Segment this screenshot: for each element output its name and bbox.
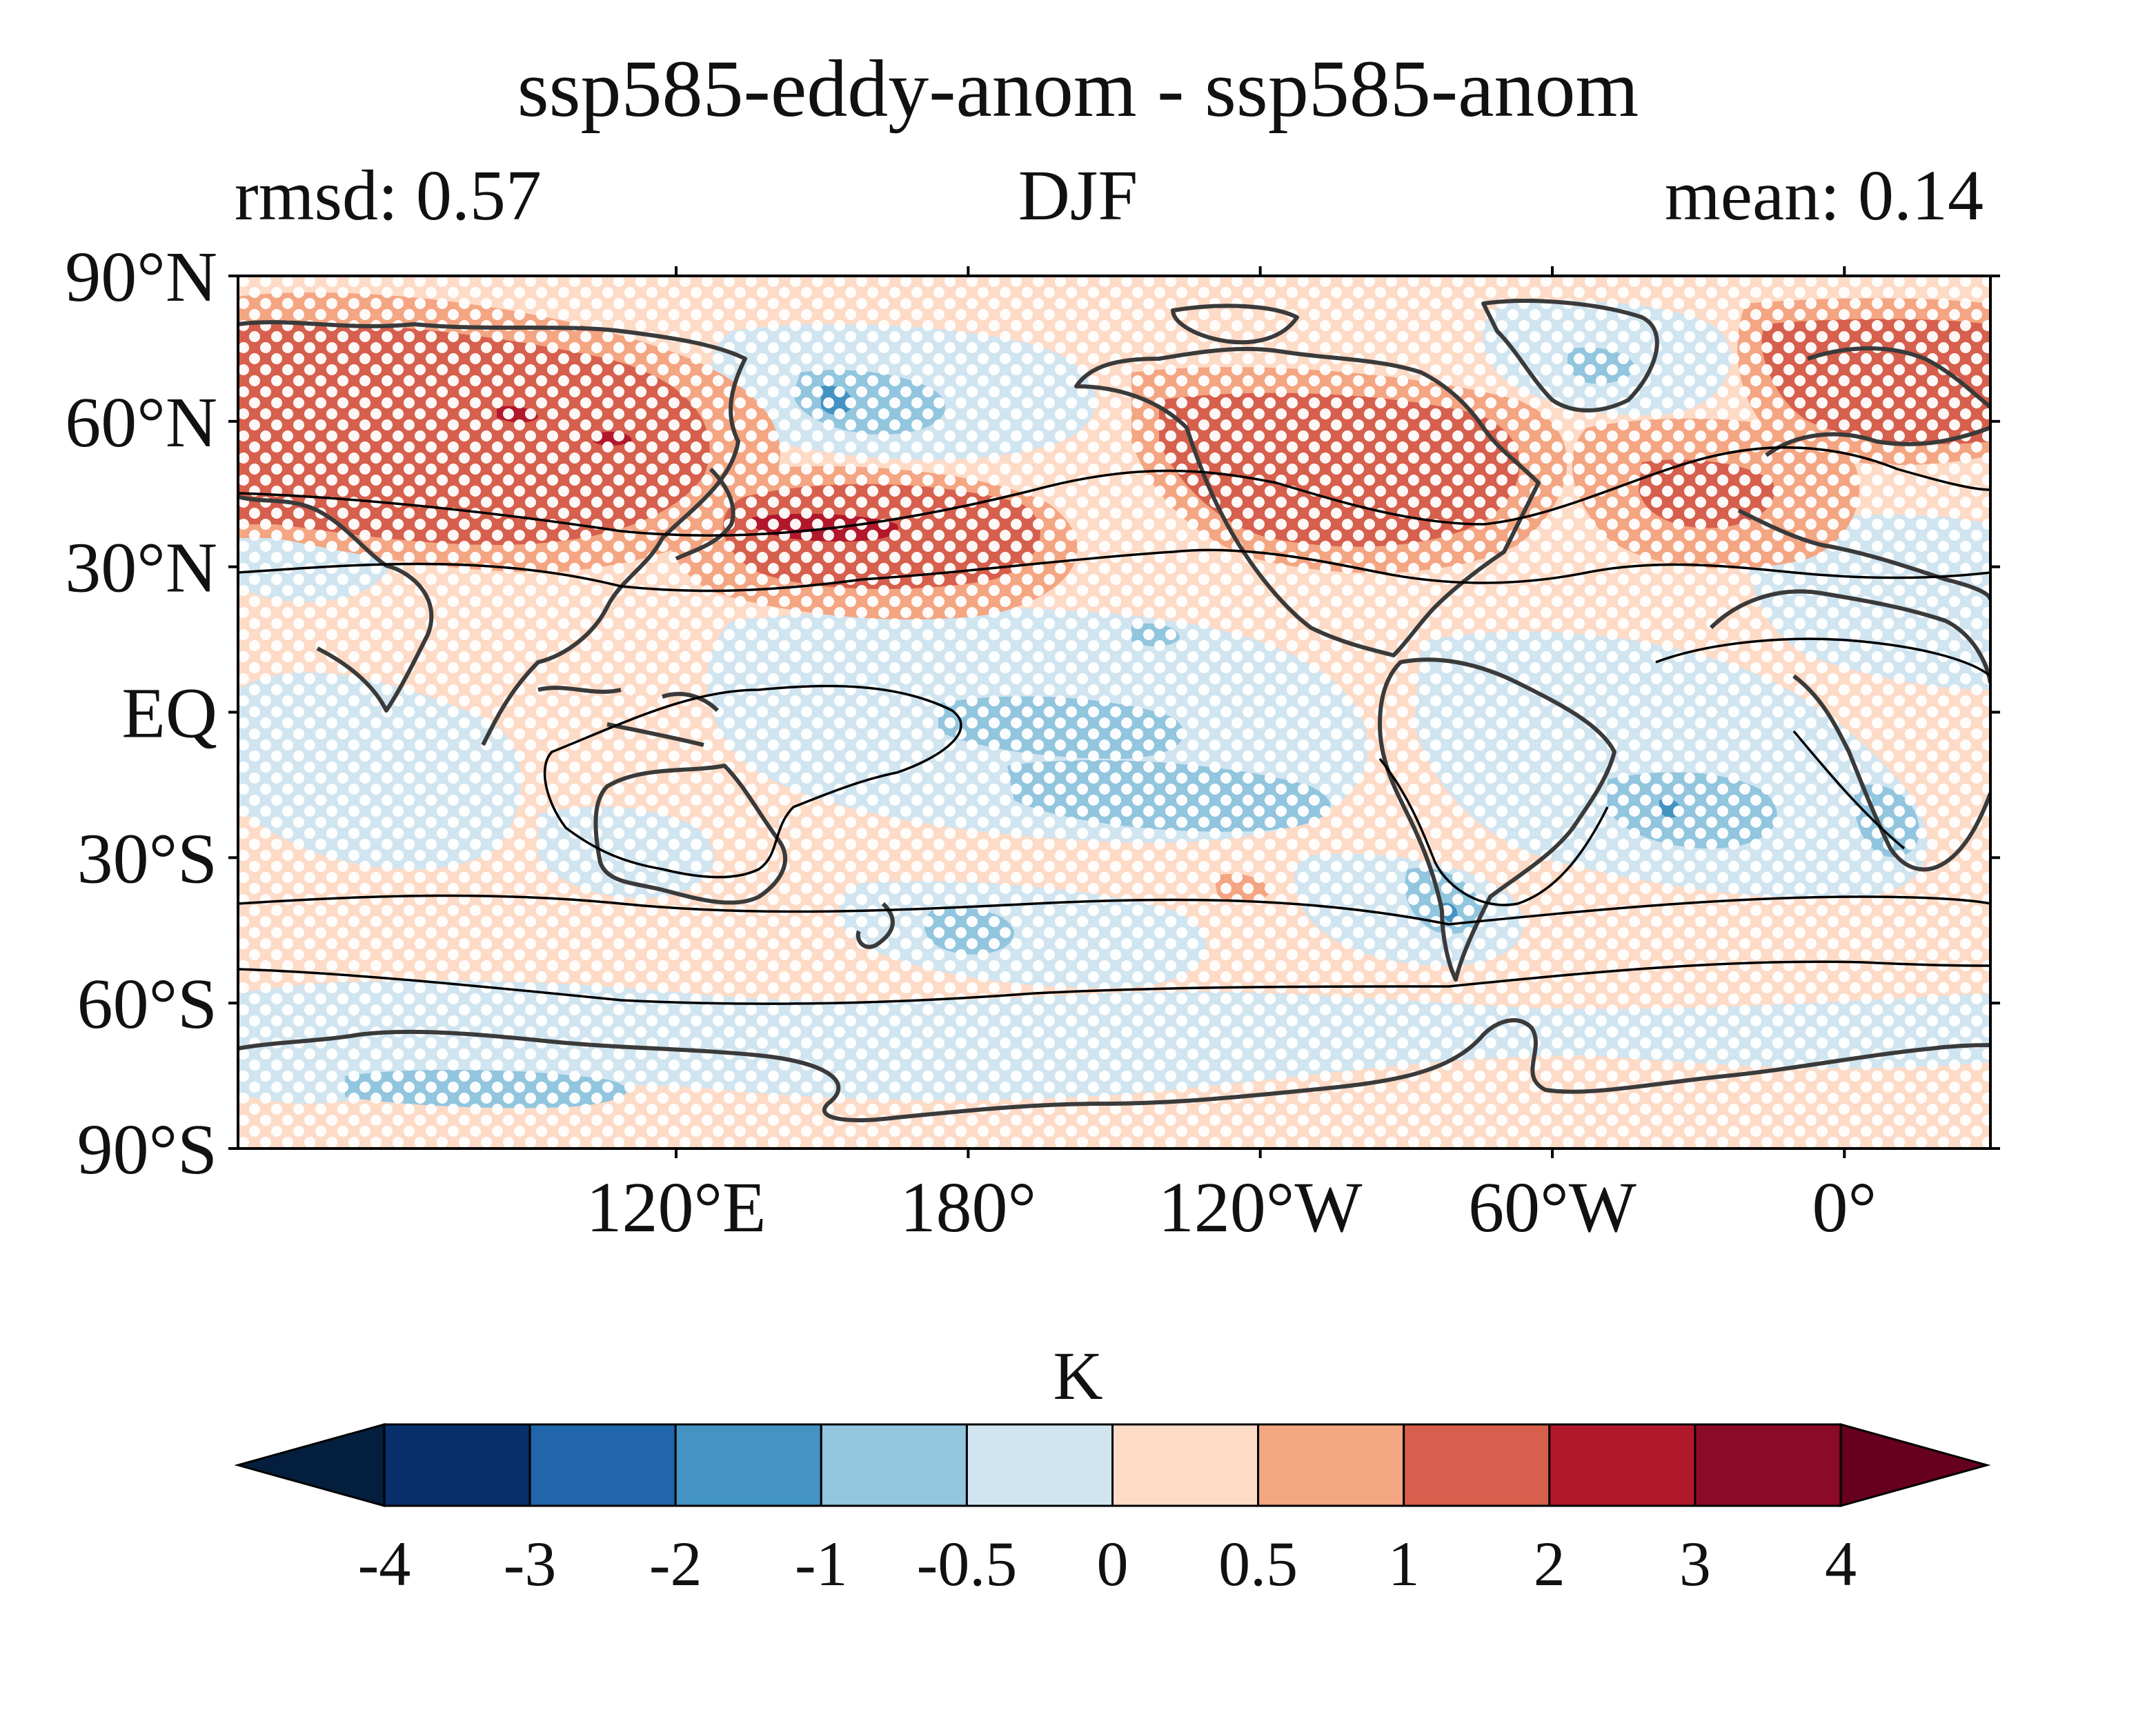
coastlines — [238, 299, 1990, 1122]
colorbar-bin — [1548, 1423, 1697, 1507]
colorbar-extend-low — [234, 1423, 386, 1507]
lon-tick-label: 0° — [1812, 1168, 1877, 1247]
lat-tick-label: 30°N — [65, 528, 217, 608]
latitude-axis: 90°N 60°N 30°N EQ 30°S 60°S 90°S — [65, 237, 2000, 1189]
season-label: DJF — [1018, 156, 1138, 235]
colorbar-tick-label: 2 — [1534, 1529, 1565, 1599]
colorbar-tick-label: -0.5 — [917, 1529, 1018, 1599]
colorbar-bin — [820, 1423, 968, 1507]
colorbar-tick-label: 1 — [1388, 1529, 1420, 1599]
colorbar-tick-label: 4 — [1825, 1529, 1857, 1599]
lon-tick-label: 180° — [900, 1168, 1037, 1247]
colorbar-bin — [383, 1423, 531, 1507]
colorbar-tick-label: 0 — [1097, 1529, 1129, 1599]
lat-tick-label: 60°N — [65, 383, 217, 462]
colorbar-bin — [1257, 1423, 1405, 1507]
lat-tick-label: 90°S — [77, 1110, 217, 1189]
colorbar-bin — [965, 1423, 1114, 1507]
mean-label: mean: 0.14 — [1664, 156, 1984, 235]
colorbar-tick-label: -4 — [358, 1529, 411, 1599]
lon-tick-label: 120°E — [586, 1168, 766, 1247]
significance-stippling — [238, 276, 1990, 1149]
colorbar-tick-label: -1 — [795, 1529, 848, 1599]
figure-title: ssp585-eddy-anom - ssp585-anom — [517, 43, 1639, 134]
lon-tick-label: 60°W — [1468, 1168, 1636, 1247]
colorbar-ticks: -4 -3 -2 -1 -0.5 0 0.5 1 2 3 4 — [358, 1529, 1857, 1599]
rmsd-label: rmsd: 0.57 — [235, 156, 542, 235]
lat-tick-label: 30°S — [77, 819, 217, 898]
colorbar-extend-high — [1839, 1423, 1991, 1507]
longitude-axis: 120°E 180° 120°W 60°W 0° — [586, 266, 1877, 1247]
colorbar-bin — [1403, 1423, 1551, 1507]
colorbar-tick-label: -3 — [504, 1529, 557, 1599]
colorbar-bin — [528, 1423, 677, 1507]
lon-tick-label: 120°W — [1158, 1168, 1363, 1247]
colorbar-bin — [1694, 1423, 1842, 1507]
map-area — [238, 276, 1990, 1149]
lat-tick-label: 60°S — [77, 964, 217, 1044]
colorbar-tick-label: 3 — [1679, 1529, 1711, 1599]
colorbar-unit-label: K — [1053, 1338, 1103, 1414]
colorbar-bin — [1111, 1423, 1260, 1507]
colorbar-bin — [674, 1423, 822, 1507]
colorbar-tick-label: -2 — [649, 1529, 702, 1599]
lat-tick-label: 90°N — [65, 237, 217, 317]
colorbar-tick-label: 0.5 — [1218, 1529, 1298, 1599]
climatology-contours — [238, 446, 1990, 1005]
lat-tick-label: EQ — [121, 674, 217, 753]
colorbar — [234, 1423, 1991, 1507]
